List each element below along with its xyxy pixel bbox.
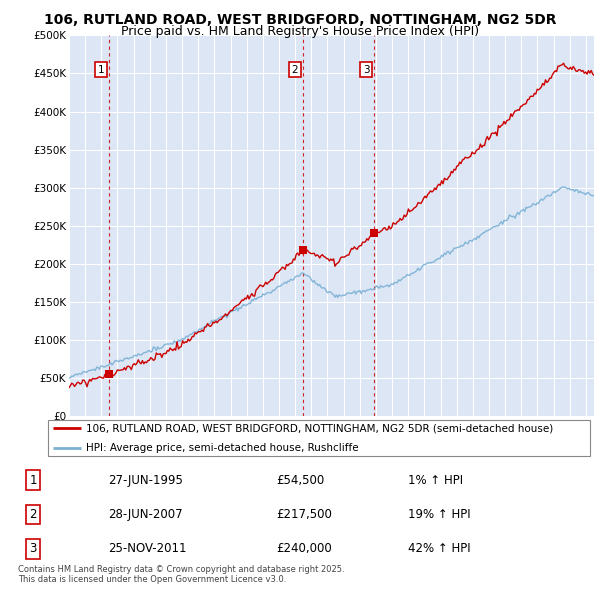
Text: Price paid vs. HM Land Registry's House Price Index (HPI): Price paid vs. HM Land Registry's House … [121, 25, 479, 38]
Text: 3: 3 [29, 542, 37, 555]
Text: 1: 1 [98, 65, 104, 75]
Text: 25-NOV-2011: 25-NOV-2011 [108, 542, 187, 555]
Text: 106, RUTLAND ROAD, WEST BRIDGFORD, NOTTINGHAM, NG2 5DR: 106, RUTLAND ROAD, WEST BRIDGFORD, NOTTI… [44, 13, 556, 27]
Text: 106, RUTLAND ROAD, WEST BRIDGFORD, NOTTINGHAM, NG2 5DR (semi-detached house): 106, RUTLAND ROAD, WEST BRIDGFORD, NOTTI… [86, 424, 553, 434]
Text: 19% ↑ HPI: 19% ↑ HPI [408, 508, 470, 521]
Text: 3: 3 [363, 65, 370, 75]
Text: 2: 2 [292, 65, 298, 75]
Text: 27-JUN-1995: 27-JUN-1995 [108, 474, 183, 487]
Text: £217,500: £217,500 [276, 508, 332, 521]
FancyBboxPatch shape [48, 419, 590, 457]
Text: HPI: Average price, semi-detached house, Rushcliffe: HPI: Average price, semi-detached house,… [86, 442, 359, 453]
Text: £54,500: £54,500 [276, 474, 324, 487]
Text: 28-JUN-2007: 28-JUN-2007 [108, 508, 182, 521]
Text: 1: 1 [29, 474, 37, 487]
Text: 42% ↑ HPI: 42% ↑ HPI [408, 542, 470, 555]
Text: £240,000: £240,000 [276, 542, 332, 555]
Text: Contains HM Land Registry data © Crown copyright and database right 2025.
This d: Contains HM Land Registry data © Crown c… [18, 565, 344, 584]
Text: 1% ↑ HPI: 1% ↑ HPI [408, 474, 463, 487]
Text: 2: 2 [29, 508, 37, 521]
